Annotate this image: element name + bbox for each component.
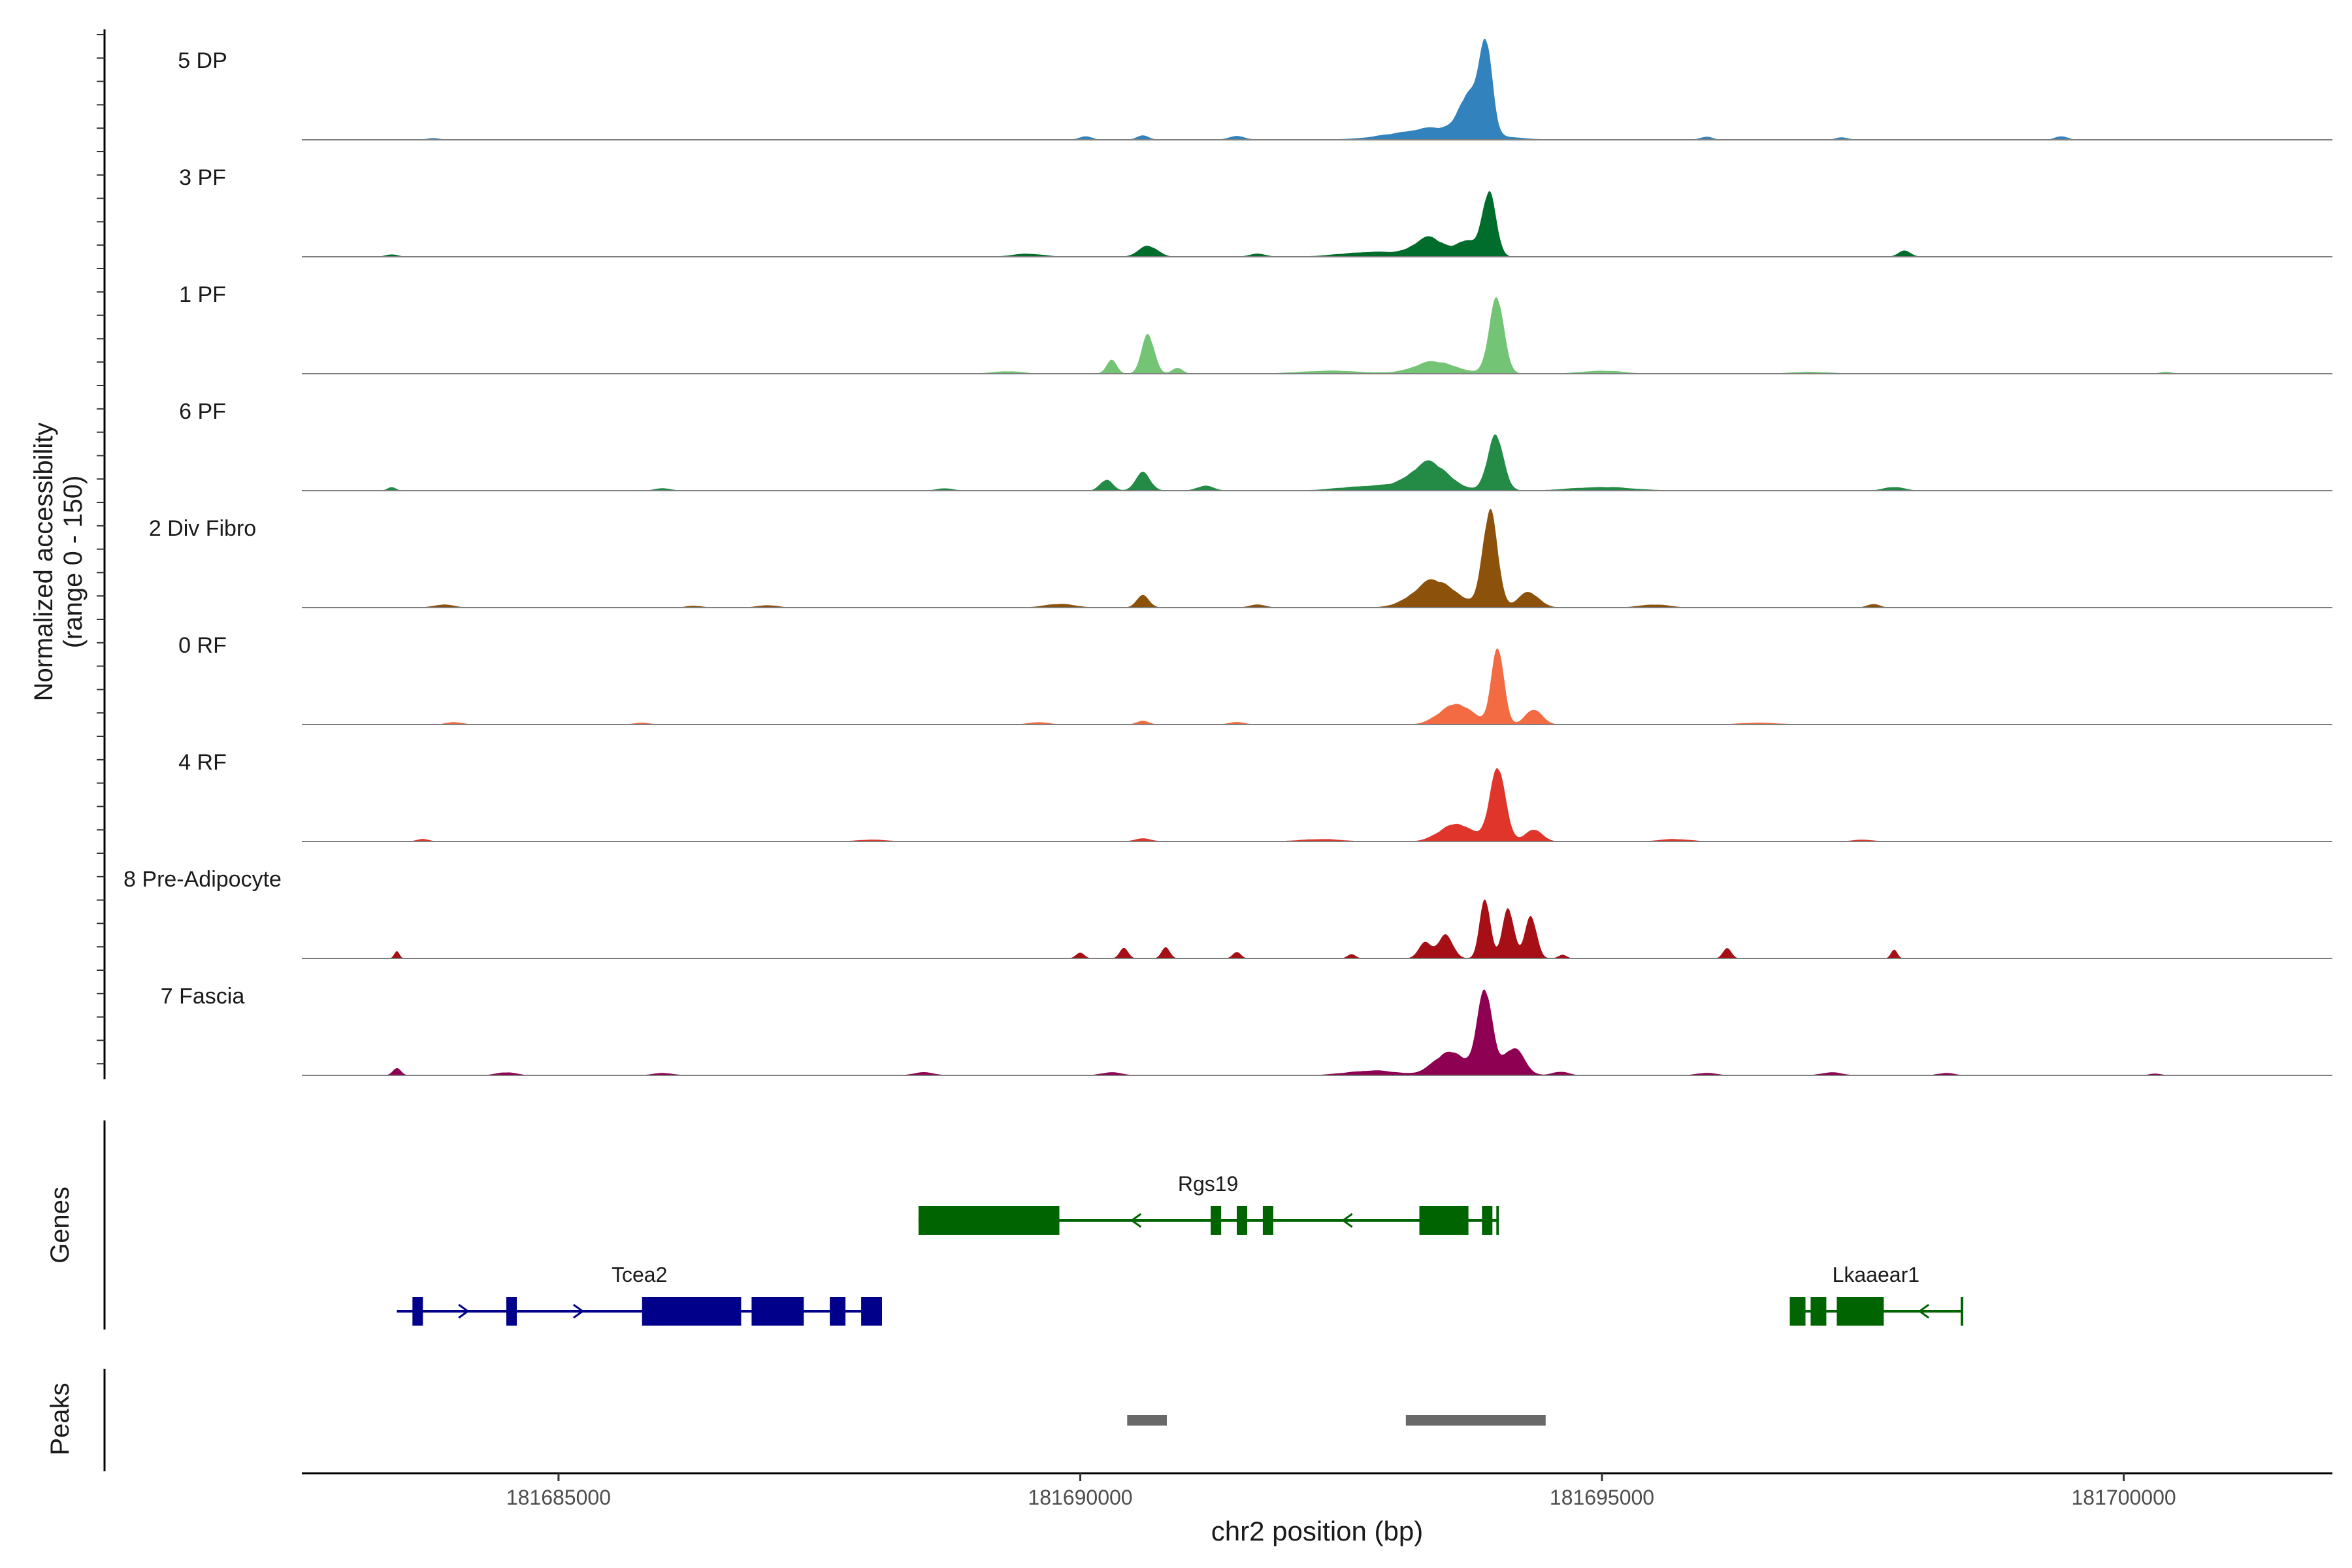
track-y-axis (97, 29, 106, 1079)
coverage-tracks: 5 DP 3 PF 1 PF 6 PF 2 Div Fibro 0 RF 4 RF 8 Pre… (97, 29, 2332, 1079)
exon-lkaaear1 (1810, 1297, 1827, 1326)
exon-rgs19 (1211, 1206, 1222, 1235)
exon-tcea2 (412, 1297, 423, 1326)
track-label-3-pf: 3 PF (179, 165, 226, 190)
track-3-pf: 3 PF (179, 165, 2332, 257)
strand-arrow-icon (1341, 1213, 1353, 1228)
exon-tcea2 (642, 1297, 742, 1326)
strand-arrow-icon (1130, 1213, 1142, 1228)
exon-rgs19 (918, 1206, 1060, 1235)
exon-rgs19 (1482, 1206, 1493, 1235)
track-0-rf: 0 RF (178, 633, 2332, 725)
exon-rgs19 (1419, 1206, 1469, 1235)
x-tick-label: 181695000 (1550, 1486, 1654, 1509)
strand-arrow-icon (572, 1303, 585, 1319)
y-axis-title-line2: (range 0 - 150) (59, 476, 88, 649)
track-label-2-div-fibro: 2 Div Fibro (149, 516, 256, 541)
y-axis-title-line1: Normalized accessibility (29, 423, 58, 702)
strand-arrow-icon (1918, 1303, 1930, 1319)
track-7-fascia: 7 Fascia (161, 984, 2332, 1076)
gene-annotations: Rgs19 Tcea2 Lkaaear1 (103, 1120, 1964, 1330)
track-label-7-fascia: 7 Fascia (161, 984, 245, 1009)
track-8-pre-adipocyte: 8 Pre-Adipocyte (123, 867, 2332, 959)
x-axis-title: chr2 position (bp) (1211, 1516, 1424, 1546)
track-6-pf: 6 PF (179, 399, 2332, 491)
exon-tcea2 (830, 1297, 846, 1326)
track-label-0-rf: 0 RF (178, 633, 227, 658)
track-label-4-rf: 4 RF (178, 750, 227, 775)
track-4-rf: 4 RF (178, 750, 2332, 842)
peak-regions (103, 1369, 1546, 1471)
exon-rgs19 (1237, 1206, 1247, 1235)
x-axis: 181685000 181690000 181695000 181700000 (302, 1472, 2332, 1509)
gene-label-lkaaear1: Lkaaear1 (1833, 1263, 1919, 1286)
peak-region-1 (1127, 1415, 1167, 1426)
x-tick-label: 181690000 (1028, 1486, 1132, 1509)
exon-tcea2 (751, 1297, 804, 1326)
gene-lkaaear1: Lkaaear1 (1789, 1263, 1964, 1326)
track-5-dp: 5 DP (178, 39, 2332, 140)
track-2-div-fibro: 2 Div Fibro (149, 508, 2332, 608)
gene-tcea2: Tcea2 (397, 1263, 882, 1326)
track-label-1-pf: 1 PF (179, 282, 226, 307)
track-label-8-pre-adipocyte: 8 Pre-Adipocyte (123, 867, 282, 892)
exon-lkaaear1 (1789, 1297, 1806, 1326)
exon-lkaaear1 (1837, 1297, 1884, 1326)
gene-rgs19: Rgs19 (918, 1172, 1499, 1235)
exon-rgs19 (1262, 1206, 1273, 1235)
genes-panel-title: Genes (46, 1186, 74, 1264)
track-label-5-dp: 5 DP (178, 48, 227, 73)
gene-label-rgs19: Rgs19 (1178, 1172, 1239, 1196)
gene-label-tcea2: Tcea2 (612, 1263, 667, 1286)
track-label-6-pf: 6 PF (179, 399, 226, 424)
peak-region-2 (1405, 1415, 1546, 1426)
exon-tcea2 (506, 1297, 517, 1326)
x-tick-label: 181685000 (506, 1486, 611, 1509)
strand-arrow-icon (458, 1303, 470, 1319)
track-1-pf: 1 PF (179, 282, 2332, 374)
x-tick-label: 181700000 (2072, 1486, 2176, 1509)
exon-tcea2 (861, 1297, 882, 1326)
peaks-panel-title: Peaks (46, 1382, 74, 1455)
